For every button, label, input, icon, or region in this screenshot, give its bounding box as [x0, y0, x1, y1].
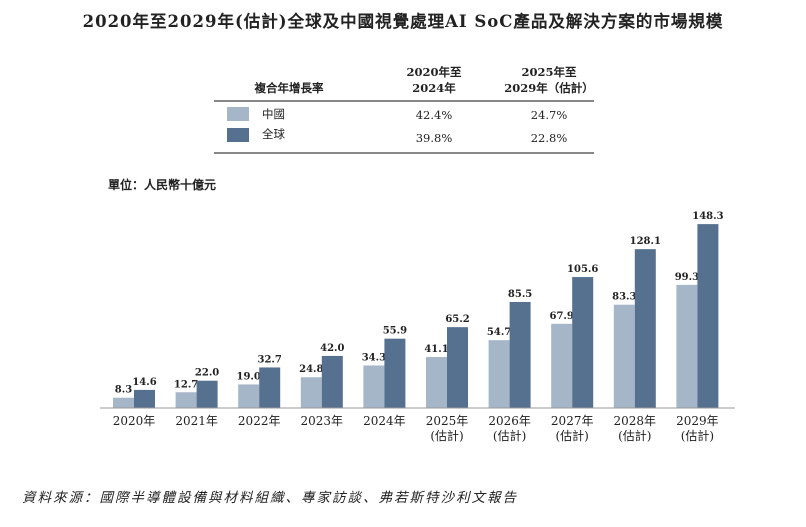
bar-global — [634, 249, 656, 408]
bar-china — [175, 392, 197, 408]
x-tick-label: 2020年 — [113, 414, 156, 428]
data-label: 99.3 — [675, 272, 699, 283]
legend-swatch-global — [227, 128, 249, 142]
china-cagr-1: 42.4% — [415, 108, 453, 122]
bar-china — [363, 365, 385, 408]
bar-global — [384, 338, 406, 408]
x-tick-label: (估計) — [618, 428, 651, 443]
x-tick-label: 2026年 — [488, 414, 531, 428]
data-label: 34.3 — [362, 352, 386, 363]
bar-china — [551, 323, 573, 408]
data-label: 14.6 — [132, 377, 156, 388]
data-label: 67.9 — [550, 311, 574, 322]
x-tick-label: 2025年 — [426, 414, 469, 428]
col1-line2: 2024年 — [412, 81, 456, 95]
bar-china — [613, 304, 635, 408]
x-tick-label: (估計) — [681, 428, 714, 443]
bar-china — [113, 397, 134, 408]
data-label: 19.0 — [237, 371, 261, 382]
data-label: 32.7 — [258, 354, 282, 365]
x-tick-label: 2024年 — [363, 414, 406, 428]
x-tick-label: 2021年 — [175, 414, 218, 428]
x-tick-label: (估計) — [493, 428, 526, 443]
col1-line1: 2020年至 — [406, 65, 462, 79]
x-tick-label: 2022年 — [238, 414, 281, 428]
data-label: 105.6 — [567, 264, 598, 275]
x-tick-label: 2028年 — [614, 414, 657, 428]
bar-global — [509, 301, 531, 408]
legend-china: 中國 — [262, 107, 285, 121]
source-note: 資料來源：國際半導體設備與材料組織、專家訪談、弗若斯特沙利文報告 — [22, 490, 518, 506]
china-cagr-2: 24.7% — [530, 108, 568, 122]
data-label: 148.3 — [692, 211, 723, 222]
legend-global: 全球 — [262, 127, 285, 141]
col2-line2: 2029年（估計） — [504, 81, 594, 95]
bar-china — [238, 384, 260, 408]
cagr-label: 複合年增長率 — [254, 81, 324, 95]
bar-global — [321, 355, 343, 408]
bar-global — [572, 277, 594, 408]
global-cagr-2: 22.8% — [530, 131, 568, 145]
data-label: 83.3 — [612, 292, 636, 303]
unit-label: 單位：人民幣十億元 — [108, 178, 217, 192]
data-label: 22.0 — [195, 368, 219, 379]
data-label: 24.8 — [299, 364, 323, 375]
bar-china — [488, 340, 510, 408]
legend-swatch-china — [227, 107, 249, 121]
x-tick-label: 2029年 — [676, 414, 719, 428]
bar-global — [196, 380, 218, 408]
x-tick-label: 2023年 — [301, 414, 344, 428]
bar-china — [300, 377, 322, 408]
x-tick-label: (估計) — [430, 428, 463, 443]
data-label: 8.3 — [115, 385, 132, 396]
data-label: 128.1 — [630, 236, 661, 247]
data-label: 42.0 — [320, 343, 344, 354]
x-tick-label: 2027年 — [551, 414, 594, 428]
bar-global — [447, 327, 468, 408]
data-label: 12.7 — [174, 379, 198, 390]
data-label: 41.1 — [424, 344, 448, 355]
col2-line1: 2025年至 — [521, 65, 577, 79]
bar-china — [676, 284, 698, 408]
bar-chart: 8.314.6 2020年 12.722.0 2021年 19.0 32.7 2022年 24… — [100, 211, 735, 443]
bar-china — [426, 357, 447, 408]
bar-global — [259, 367, 281, 408]
bar-global — [697, 224, 719, 408]
data-label: 85.5 — [508, 289, 532, 300]
divider — [214, 100, 594, 102]
x-tick-label: (估計) — [556, 428, 589, 443]
data-label: 55.9 — [383, 326, 407, 337]
divider — [214, 152, 594, 154]
bar-global — [134, 389, 155, 408]
chart-title: 2020年至2029年(估計)全球及中國視覺處理AI SoC產品及解決方案的市場… — [82, 12, 724, 31]
data-label: 54.7 — [487, 327, 511, 338]
data-label: 65.2 — [445, 314, 469, 325]
global-cagr-1: 39.8% — [415, 131, 453, 145]
